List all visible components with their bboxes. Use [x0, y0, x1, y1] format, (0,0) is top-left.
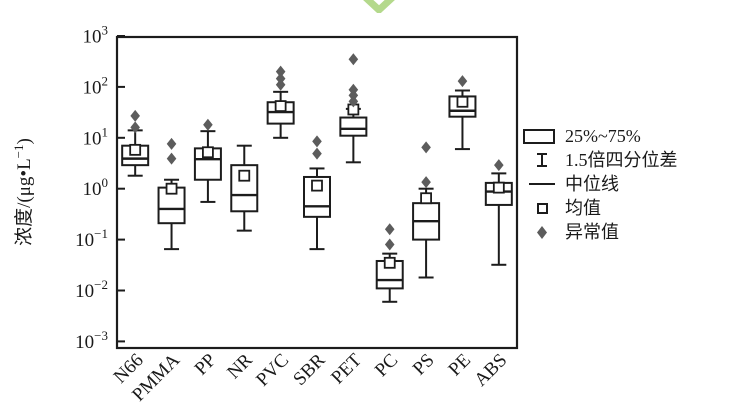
- whisker-icon: [523, 151, 561, 169]
- outlier-marker: [384, 238, 395, 251]
- x-category-label-SBR: SBR: [289, 349, 329, 389]
- legend-label: 中位线: [565, 174, 619, 194]
- iqr-box: [193, 147, 222, 181]
- legend-item-mean: 均值: [523, 196, 678, 220]
- scroll-down-chevron-icon: [363, 0, 395, 13]
- outlier-marker: [421, 141, 431, 154]
- chart-legend: 25%~75% 1.5倍四分位差 中位线 均值 异常值: [523, 124, 678, 244]
- outlier-marker: [275, 78, 286, 91]
- mean-square-icon: [523, 202, 561, 214]
- box-PET: [339, 53, 368, 164]
- y-tick-label: 103: [83, 23, 109, 48]
- legend-label: 均值: [565, 198, 601, 218]
- iqr-box: [339, 116, 368, 137]
- mean-marker: [492, 181, 505, 194]
- mean-marker: [238, 169, 251, 182]
- x-category-label-NR: NR: [223, 349, 257, 383]
- y-tick-label: 10−3: [75, 328, 108, 353]
- outlier-marker: [275, 65, 286, 78]
- box-ABS: [484, 159, 513, 266]
- y-tick-label: 102: [83, 73, 109, 98]
- outlier-marker: [312, 135, 322, 148]
- box-PMMA: [157, 137, 186, 251]
- legend-item-whisker: 1.5倍四分位差: [523, 148, 678, 172]
- outlier-marker: [203, 118, 213, 131]
- legend-item-median: 中位线: [523, 172, 678, 196]
- mean-marker: [420, 192, 432, 205]
- outlier-marker: [494, 159, 504, 172]
- median-line-icon: [523, 183, 561, 185]
- box-PP: [193, 118, 222, 203]
- iqr-box: [303, 175, 331, 218]
- outlier-marker: [421, 176, 431, 189]
- legend-label: 异常值: [565, 222, 619, 242]
- y-tick-label: 100: [83, 175, 109, 200]
- legend-item-outlier: 异常值: [523, 220, 678, 244]
- mean-marker: [383, 256, 396, 269]
- x-category-label-ABS: ABS: [470, 350, 511, 391]
- outlier-marker: [130, 109, 140, 122]
- y-tick-label: 10−1: [75, 226, 108, 251]
- x-category-label-PC: PC: [371, 350, 402, 381]
- box-PVC: [266, 65, 295, 139]
- y-tick-label: 101: [83, 124, 109, 149]
- x-category-label-PS: PS: [409, 350, 439, 380]
- plot-border: [115, 35, 519, 350]
- mean-marker: [165, 182, 178, 195]
- box-N66: [121, 109, 150, 177]
- box-SBR: [303, 135, 331, 251]
- legend-label: 25%~75%: [565, 126, 641, 146]
- outlier-marker: [348, 83, 359, 96]
- x-category-label-PVC: PVC: [252, 350, 293, 391]
- outlier-marker: [166, 137, 177, 150]
- box-PE: [448, 75, 477, 151]
- x-category-label-PP: PP: [191, 350, 221, 380]
- outlier-diamond-icon: [523, 225, 561, 240]
- box-swatch-icon: [523, 128, 561, 144]
- box-NR: [230, 144, 259, 232]
- legend-label: 1.5倍四分位差: [565, 150, 678, 170]
- outlier-marker: [275, 72, 286, 85]
- outlier-marker: [348, 53, 359, 66]
- outlier-marker: [166, 152, 177, 165]
- y-tick-label: 10−2: [75, 277, 108, 302]
- outlier-marker: [384, 223, 395, 236]
- box-PC: [375, 223, 404, 303]
- outlier-marker: [130, 121, 140, 134]
- outlier-marker: [312, 147, 322, 160]
- outlier-marker: [457, 75, 468, 88]
- mean-marker: [202, 146, 214, 159]
- box-PS: [412, 141, 441, 279]
- x-category-label-PET: PET: [327, 349, 366, 388]
- mean-marker: [456, 95, 469, 108]
- mean-marker: [311, 179, 323, 192]
- legend-item-iqr-box: 25%~75%: [523, 124, 678, 148]
- mean-marker: [274, 100, 287, 112]
- mean-marker: [129, 143, 142, 156]
- y-axis-title: 浓度/(μg•L−1): [11, 138, 35, 246]
